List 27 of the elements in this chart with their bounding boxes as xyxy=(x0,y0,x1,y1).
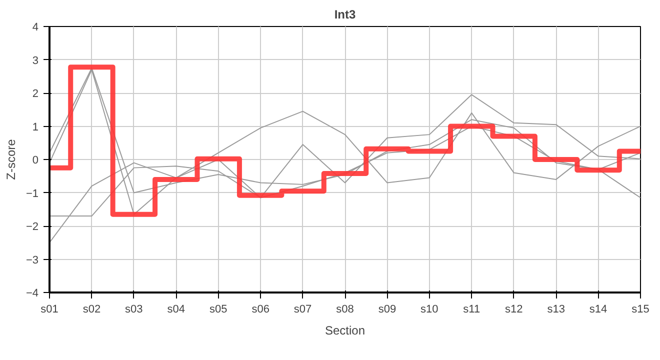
x-tick-label: s05 xyxy=(209,304,228,316)
y-tick-label: −2 xyxy=(26,221,39,233)
x-tick-label: s13 xyxy=(547,304,565,316)
x-tick-label: s08 xyxy=(336,304,354,316)
x-tick-label: s03 xyxy=(125,304,143,316)
x-tick-label: s14 xyxy=(589,304,608,316)
x-axis-title: Section xyxy=(324,324,366,338)
y-tick-label: 2 xyxy=(32,88,39,100)
x-tick-label: s15 xyxy=(632,304,650,316)
x-tick-label: s02 xyxy=(82,304,101,316)
y-tick-label: 1 xyxy=(32,121,39,134)
x-tick-label: s07 xyxy=(294,304,312,316)
x-tick-label: s04 xyxy=(167,304,186,316)
y-tick-label: −3 xyxy=(26,254,39,266)
y-tick-label: 4 xyxy=(32,22,39,34)
y-tick-label: −1 xyxy=(26,188,39,200)
y-tick-label: 3 xyxy=(32,54,39,67)
chart-title: Int3 xyxy=(334,8,356,22)
x-tick-label: s09 xyxy=(378,304,396,316)
y-tick-label: −4 xyxy=(26,288,39,300)
y-tick-label: 0 xyxy=(32,154,39,166)
x-tick-label: s01 xyxy=(40,304,58,316)
x-tick-label: s11 xyxy=(463,304,480,316)
x-tick-label: s06 xyxy=(252,304,270,316)
y-axis-title: Z-score xyxy=(4,138,18,180)
x-tick-label: s12 xyxy=(504,304,523,316)
x-tick-label: s10 xyxy=(420,304,438,316)
